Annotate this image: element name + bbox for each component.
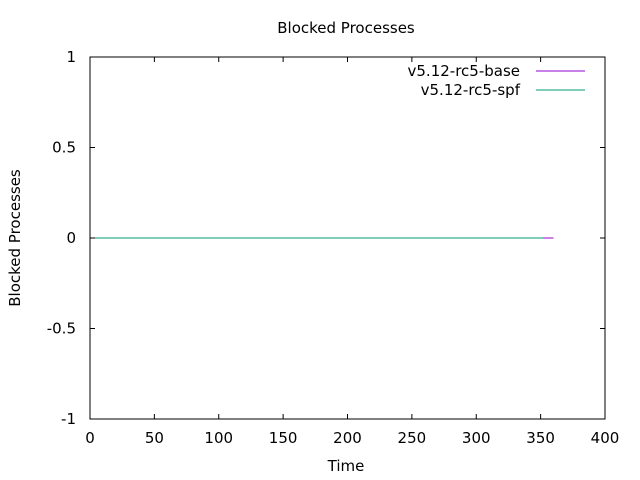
x-tick-label: 200	[333, 429, 362, 447]
legend-label-2: v5.12-rc5-spf	[421, 81, 521, 99]
y-tick-label: -1	[61, 410, 76, 428]
chart-title: Blocked Processes	[277, 19, 415, 37]
y-axis-label: Blocked Processes	[6, 169, 24, 307]
x-tick-label: 400	[591, 429, 620, 447]
x-tick-labels: 0 50 100 150 200 250 300 350 400	[85, 429, 619, 447]
y-tick-labels: -1 -0.5 0 0.5 1	[47, 48, 76, 428]
x-tick-label: 300	[462, 429, 491, 447]
y-tick-label: 1	[66, 48, 76, 66]
x-tick-label: 350	[526, 429, 555, 447]
tick-marks	[89, 56, 606, 420]
x-axis-label: Time	[327, 457, 365, 475]
y-tick-label: -0.5	[47, 320, 76, 338]
legend-label-1: v5.12-rc5-base	[408, 62, 521, 80]
x-tick-label: 100	[204, 429, 233, 447]
x-tick-label: 150	[269, 429, 298, 447]
x-tick-label: 0	[85, 429, 95, 447]
y-tick-label: 0	[66, 229, 76, 247]
x-tick-label: 50	[145, 429, 164, 447]
y-tick-label: 0.5	[52, 139, 76, 157]
x-tick-label: 250	[398, 429, 427, 447]
